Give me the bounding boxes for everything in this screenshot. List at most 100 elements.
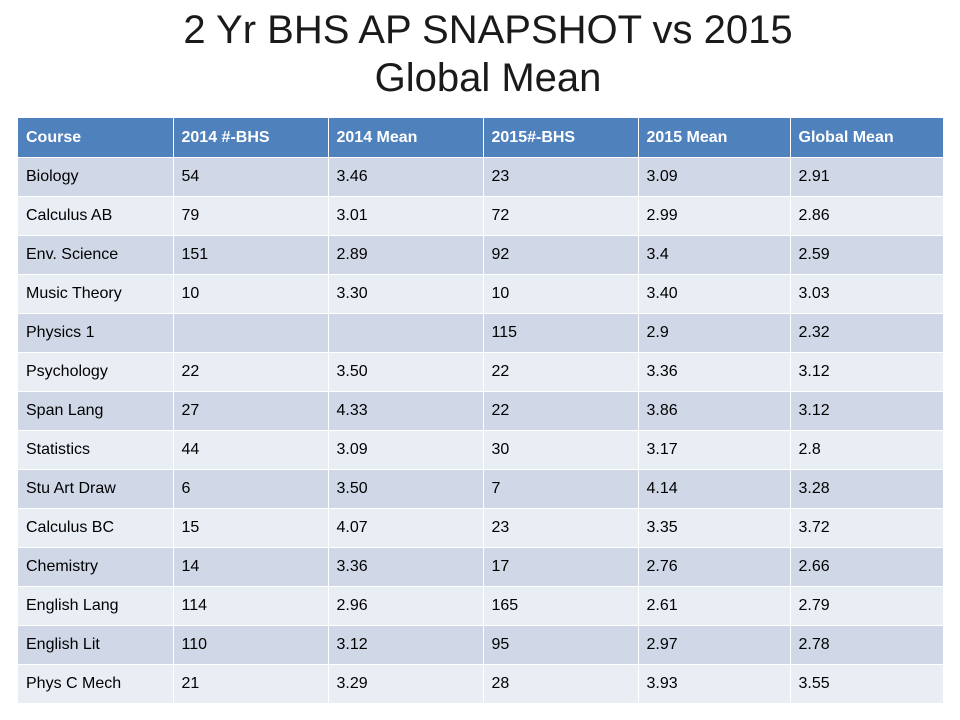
cell-2014-count: 79: [173, 196, 329, 236]
ap-snapshot-table: Course 2014 #-BHS 2014 Mean 2015#-BHS 20…: [18, 118, 944, 703]
cell-course: Calculus BC: [18, 508, 174, 548]
cell-2015-count: 95: [483, 625, 639, 665]
cell-course: Chemistry: [18, 547, 174, 587]
table-row: Stu Art Draw 6 3.50 7 4.14 3.28: [18, 469, 944, 509]
cell-2014-count: 10: [173, 274, 329, 314]
cell-2014-count: 54: [173, 157, 329, 197]
column-header-2015-mean: 2015 Mean: [638, 118, 791, 158]
cell-global-mean: 2.32: [790, 313, 944, 353]
table-row: Music Theory 10 3.30 10 3.40 3.03: [18, 274, 944, 314]
table-row: English Lit 110 3.12 95 2.97 2.78: [18, 625, 944, 665]
cell-global-mean: 3.12: [790, 391, 944, 431]
cell-2015-mean: 2.99: [638, 196, 791, 236]
cell-2014-count: 15: [173, 508, 329, 548]
cell-2015-mean: 2.97: [638, 625, 791, 665]
cell-2014-mean: 3.30: [328, 274, 484, 314]
cell-course: English Lang: [18, 586, 174, 626]
cell-course: English Lit: [18, 625, 174, 665]
cell-2014-count: 110: [173, 625, 329, 665]
column-header-course: Course: [18, 118, 174, 158]
cell-2014-mean: 3.01: [328, 196, 484, 236]
cell-2014-count: 27: [173, 391, 329, 431]
cell-course: Physics 1: [18, 313, 174, 353]
cell-global-mean: 2.8: [790, 430, 944, 470]
cell-2014-mean: 2.89: [328, 235, 484, 275]
cell-2014-mean: 3.29: [328, 664, 484, 703]
cell-course: Env. Science: [18, 235, 174, 275]
table-row: Chemistry 14 3.36 17 2.76 2.66: [18, 547, 944, 587]
cell-2015-mean: 3.35: [638, 508, 791, 548]
table-row: Statistics 44 3.09 30 3.17 2.8: [18, 430, 944, 470]
cell-2014-mean: 4.07: [328, 508, 484, 548]
cell-global-mean: 2.66: [790, 547, 944, 587]
cell-2014-count: 22: [173, 352, 329, 392]
cell-global-mean: 2.59: [790, 235, 944, 275]
cell-global-mean: 3.72: [790, 508, 944, 548]
cell-2014-mean: 3.09: [328, 430, 484, 470]
cell-2015-mean: 3.86: [638, 391, 791, 431]
cell-2015-count: 22: [483, 352, 639, 392]
cell-course: Music Theory: [18, 274, 174, 314]
cell-2014-mean: 4.33: [328, 391, 484, 431]
cell-course: Stu Art Draw: [18, 469, 174, 509]
cell-2015-count: 92: [483, 235, 639, 275]
cell-2015-mean: 3.36: [638, 352, 791, 392]
cell-2015-mean: 2.61: [638, 586, 791, 626]
table-row: Env. Science 151 2.89 92 3.4 2.59: [18, 235, 944, 275]
cell-2015-mean: 3.40: [638, 274, 791, 314]
table-row: Physics 1 115 2.9 2.32: [18, 313, 944, 353]
cell-2015-mean: 3.93: [638, 664, 791, 703]
cell-2014-count: 114: [173, 586, 329, 626]
cell-2014-count: 151: [173, 235, 329, 275]
cell-2015-mean: 4.14: [638, 469, 791, 509]
cell-2014-mean: 3.36: [328, 547, 484, 587]
cell-2015-count: 23: [483, 157, 639, 197]
cell-2015-count: 22: [483, 391, 639, 431]
cell-global-mean: 2.79: [790, 586, 944, 626]
column-header-2014-count: 2014 #-BHS: [173, 118, 329, 158]
cell-course: Calculus AB: [18, 196, 174, 236]
cell-2015-count: 7: [483, 469, 639, 509]
cell-course: Phys C Mech: [18, 664, 174, 703]
cell-course: Biology: [18, 157, 174, 197]
cell-course: Span Lang: [18, 391, 174, 431]
cell-global-mean: 3.12: [790, 352, 944, 392]
cell-2015-mean: 3.09: [638, 157, 791, 197]
table-row: Biology 54 3.46 23 3.09 2.91: [18, 157, 944, 197]
table-row: Span Lang 27 4.33 22 3.86 3.12: [18, 391, 944, 431]
cell-2015-count: 10: [483, 274, 639, 314]
table-row: Phys C Mech 21 3.29 28 3.93 3.55: [18, 664, 944, 703]
cell-2014-mean: 3.12: [328, 625, 484, 665]
cell-2014-mean: 3.46: [328, 157, 484, 197]
column-header-2015-count: 2015#-BHS: [483, 118, 639, 158]
cell-2014-count: [173, 313, 329, 353]
cell-2015-count: 165: [483, 586, 639, 626]
cell-course: Psychology: [18, 352, 174, 392]
cell-2015-count: 115: [483, 313, 639, 353]
cell-2015-count: 17: [483, 547, 639, 587]
cell-2015-mean: 2.76: [638, 547, 791, 587]
cell-2015-count: 30: [483, 430, 639, 470]
table-row: English Lang 114 2.96 165 2.61 2.79: [18, 586, 944, 626]
cell-2014-mean: [328, 313, 484, 353]
table-row: Calculus BC 15 4.07 23 3.35 3.72: [18, 508, 944, 548]
cell-2015-mean: 2.9: [638, 313, 791, 353]
column-header-global-mean: Global Mean: [790, 118, 944, 158]
slide-title-line-2: Global Mean: [374, 56, 602, 100]
cell-global-mean: 2.78: [790, 625, 944, 665]
cell-2014-mean: 2.96: [328, 586, 484, 626]
cell-2014-mean: 3.50: [328, 469, 484, 509]
table-row: Psychology 22 3.50 22 3.36 3.12: [18, 352, 944, 392]
cell-2015-mean: 3.4: [638, 235, 791, 275]
cell-2015-mean: 3.17: [638, 430, 791, 470]
cell-2015-count: 28: [483, 664, 639, 703]
cell-global-mean: 3.55: [790, 664, 944, 703]
cell-global-mean: 2.86: [790, 196, 944, 236]
cell-2014-count: 21: [173, 664, 329, 703]
cell-2014-count: 14: [173, 547, 329, 587]
cell-2014-mean: 3.50: [328, 352, 484, 392]
cell-2015-count: 72: [483, 196, 639, 236]
cell-global-mean: 3.03: [790, 274, 944, 314]
cell-global-mean: 3.28: [790, 469, 944, 509]
cell-2014-count: 6: [173, 469, 329, 509]
